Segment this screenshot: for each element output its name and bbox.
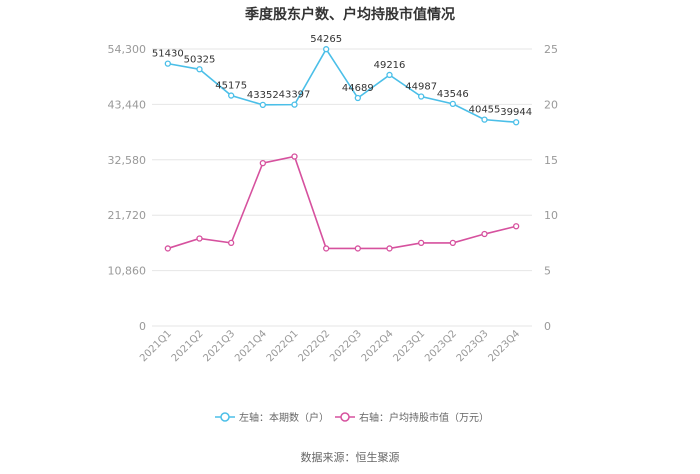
data-point — [164, 60, 171, 67]
left-axis-tick-label: 0 — [139, 320, 146, 333]
data-point — [386, 245, 393, 252]
left-axis-ticks: 0 10,860 21,720 32,580 43,440 54,300 — [108, 43, 147, 333]
data-label: 43397 — [279, 90, 311, 101]
data-point — [386, 71, 393, 79]
chart-title: 季度股东户数、户均持股市值情况 — [244, 6, 455, 23]
data-label: 44689 — [342, 83, 374, 94]
legend[interactable]: 左轴：本期数（户） 右轴：户均持股市值（万元） — [215, 411, 489, 424]
data-label: 39944 — [500, 107, 532, 118]
x-axis-tick-label: 2021Q2 — [170, 328, 206, 364]
data-label: 49216 — [374, 60, 406, 71]
x-axis-ticks: 2021Q12021Q22021Q32021Q42022Q12022Q22022… — [138, 328, 522, 364]
left-axis-tick-label: 32,580 — [108, 154, 147, 167]
x-axis-tick-label: 2023Q2 — [423, 328, 459, 364]
data-label: 43546 — [437, 89, 469, 100]
data-point — [291, 101, 298, 108]
x-axis-tick-label: 2022Q1 — [265, 328, 301, 364]
data-point — [481, 116, 488, 123]
right-axis-ticks: 0 5 10 15 20 25 — [544, 43, 558, 333]
right-axis-tick-label: 20 — [544, 98, 558, 111]
data-label: 51430 — [152, 49, 184, 60]
legend-marker — [220, 412, 230, 422]
left-axis-tick-label: 54,300 — [108, 43, 147, 56]
right-axis-tick-label: 5 — [544, 265, 551, 278]
data-point — [228, 92, 235, 99]
data-point — [228, 239, 235, 247]
data-label: 54265 — [310, 34, 342, 45]
data-point — [481, 230, 488, 238]
x-axis-tick-label: 2022Q4 — [360, 328, 396, 364]
legend-label: 左轴：本期数（户） — [239, 411, 329, 424]
right-axis-tick-label: 15 — [544, 154, 558, 167]
data-point — [354, 94, 361, 102]
grid-lines — [152, 48, 532, 327]
x-axis-tick-label: 2021Q4 — [233, 328, 269, 364]
series-line — [167, 47, 517, 124]
data-point — [323, 46, 330, 53]
data-point — [164, 245, 171, 252]
right-axis-tick-label: 10 — [544, 209, 558, 222]
data-source: 数据来源：恒生聚源 — [301, 450, 400, 464]
data-label: 45175 — [215, 81, 247, 92]
data-point — [196, 235, 203, 242]
x-axis-tick-label: 2023Q4 — [486, 328, 522, 364]
x-axis-tick-label: 2021Q3 — [201, 328, 237, 364]
series-2 — [164, 153, 520, 252]
legend-item-2: 右轴：户均持股市值（万元） — [335, 411, 489, 424]
data-label: 40455 — [469, 105, 501, 116]
data-point — [449, 239, 456, 247]
data-point — [513, 119, 520, 126]
data-point — [291, 153, 298, 160]
left-axis-tick-label: 10,860 — [108, 265, 147, 278]
data-label: 50325 — [184, 54, 216, 65]
x-axis-tick-label: 2023Q3 — [455, 328, 491, 364]
legend-label: 右轴：户均持股市值（万元） — [359, 411, 489, 424]
left-axis-tick-label: 21,720 — [108, 209, 147, 222]
series-line — [167, 155, 517, 250]
data-point — [259, 101, 266, 108]
legend-item-1: 左轴：本期数（户） — [215, 411, 329, 424]
data-point — [418, 93, 425, 100]
data-point — [449, 100, 456, 108]
data-point — [323, 245, 330, 252]
data-point — [259, 159, 266, 167]
x-axis-tick-label: 2022Q2 — [296, 328, 332, 364]
right-axis-tick-label: 0 — [544, 320, 551, 333]
data-label: 43352 — [247, 90, 279, 101]
left-axis-tick-label: 43,440 — [108, 98, 147, 111]
data-point — [513, 223, 520, 230]
legend-marker — [340, 412, 350, 422]
data-label: 44987 — [405, 82, 437, 93]
data-point — [354, 245, 361, 252]
data-point — [196, 66, 203, 73]
x-axis-tick-label: 2021Q1 — [138, 328, 174, 364]
x-axis-tick-label: 2023Q1 — [391, 328, 427, 364]
right-axis-tick-label: 25 — [544, 43, 558, 56]
x-axis-tick-label: 2022Q3 — [328, 328, 364, 364]
data-point — [418, 239, 425, 247]
